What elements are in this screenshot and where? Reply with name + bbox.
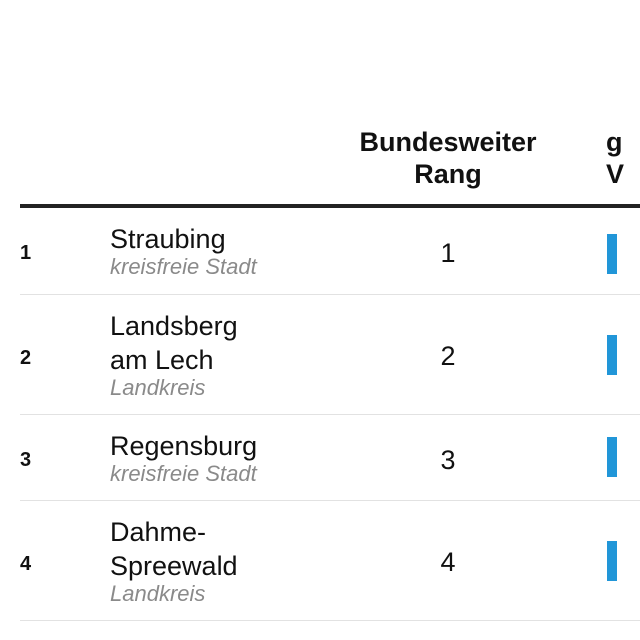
national-rank-value: 2 — [440, 341, 456, 371]
value-bar — [607, 437, 617, 477]
ranking-table: Bundesweiter Rang g V 1 Straubing kreisf… — [20, 122, 640, 621]
national-rank-value: 3 — [440, 445, 456, 475]
row-rank: 1 — [20, 242, 32, 264]
region-cell: Landsberg am Lech Landkreis — [110, 309, 238, 401]
national-rank-value: 4 — [440, 547, 456, 577]
table-row[interactable]: 3 Regensburg kreisfreie Stadt 3 — [20, 415, 640, 501]
column-header-truncated[interactable]: g V — [606, 126, 624, 190]
column-header-national-rank[interactable]: Bundesweiter Rang — [359, 127, 537, 189]
region-name: Regensburg — [110, 431, 258, 461]
value-bar — [607, 541, 617, 581]
row-rank: 4 — [20, 553, 32, 575]
row-rank: 2 — [20, 347, 32, 369]
table-row[interactable]: 4 Dahme- Spreewald Landkreis 4 — [20, 501, 640, 621]
region-cell: Dahme- Spreewald Landkreis — [110, 515, 238, 607]
region-type: Landkreis — [110, 581, 206, 606]
region-type: kreisfreie Stadt — [110, 461, 257, 486]
table-row[interactable]: 1 Straubing kreisfreie Stadt 1 — [20, 208, 640, 295]
region-name: Dahme- Spreewald — [110, 517, 238, 581]
region-cell: Regensburg kreisfreie Stadt — [110, 429, 257, 487]
region-cell: Straubing kreisfreie Stadt — [110, 222, 257, 280]
column-header-truncated-line2: V — [606, 159, 625, 189]
table-row[interactable]: 2 Landsberg am Lech Landkreis 2 — [20, 295, 640, 415]
table-header: Bundesweiter Rang g V — [20, 122, 640, 208]
value-bar — [607, 335, 617, 375]
region-type: kreisfreie Stadt — [110, 254, 257, 279]
region-type: Landkreis — [110, 375, 206, 400]
region-name: Landsberg am Lech — [110, 311, 238, 375]
column-header-truncated-line1: g — [606, 127, 623, 157]
region-name: Straubing — [110, 224, 226, 254]
row-rank: 3 — [20, 449, 32, 471]
national-rank-value: 1 — [440, 238, 456, 268]
value-bar — [607, 234, 617, 274]
